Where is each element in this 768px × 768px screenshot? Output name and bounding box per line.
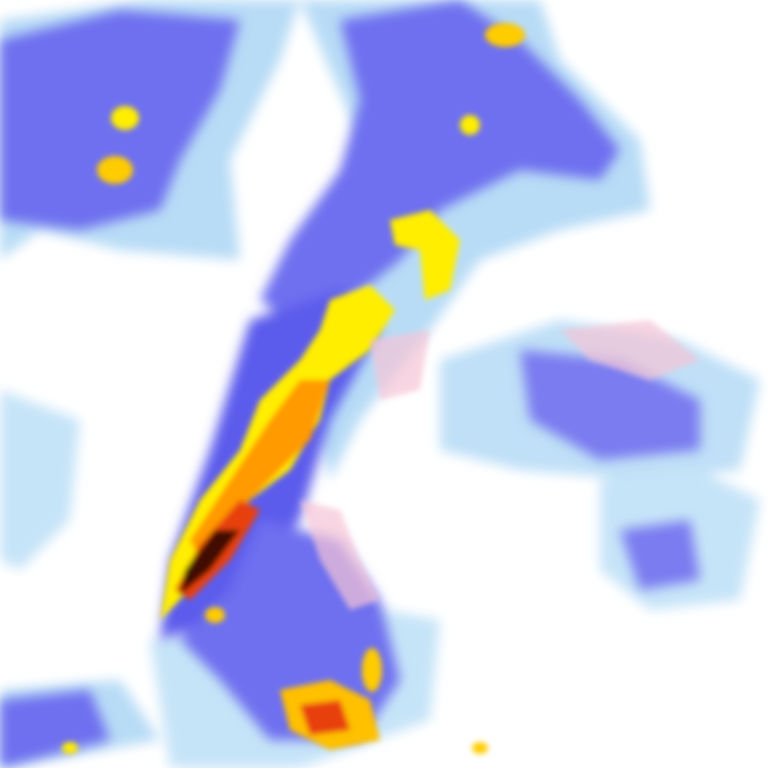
mixed-precip [300,320,700,610]
heavy-precip [62,23,525,754]
